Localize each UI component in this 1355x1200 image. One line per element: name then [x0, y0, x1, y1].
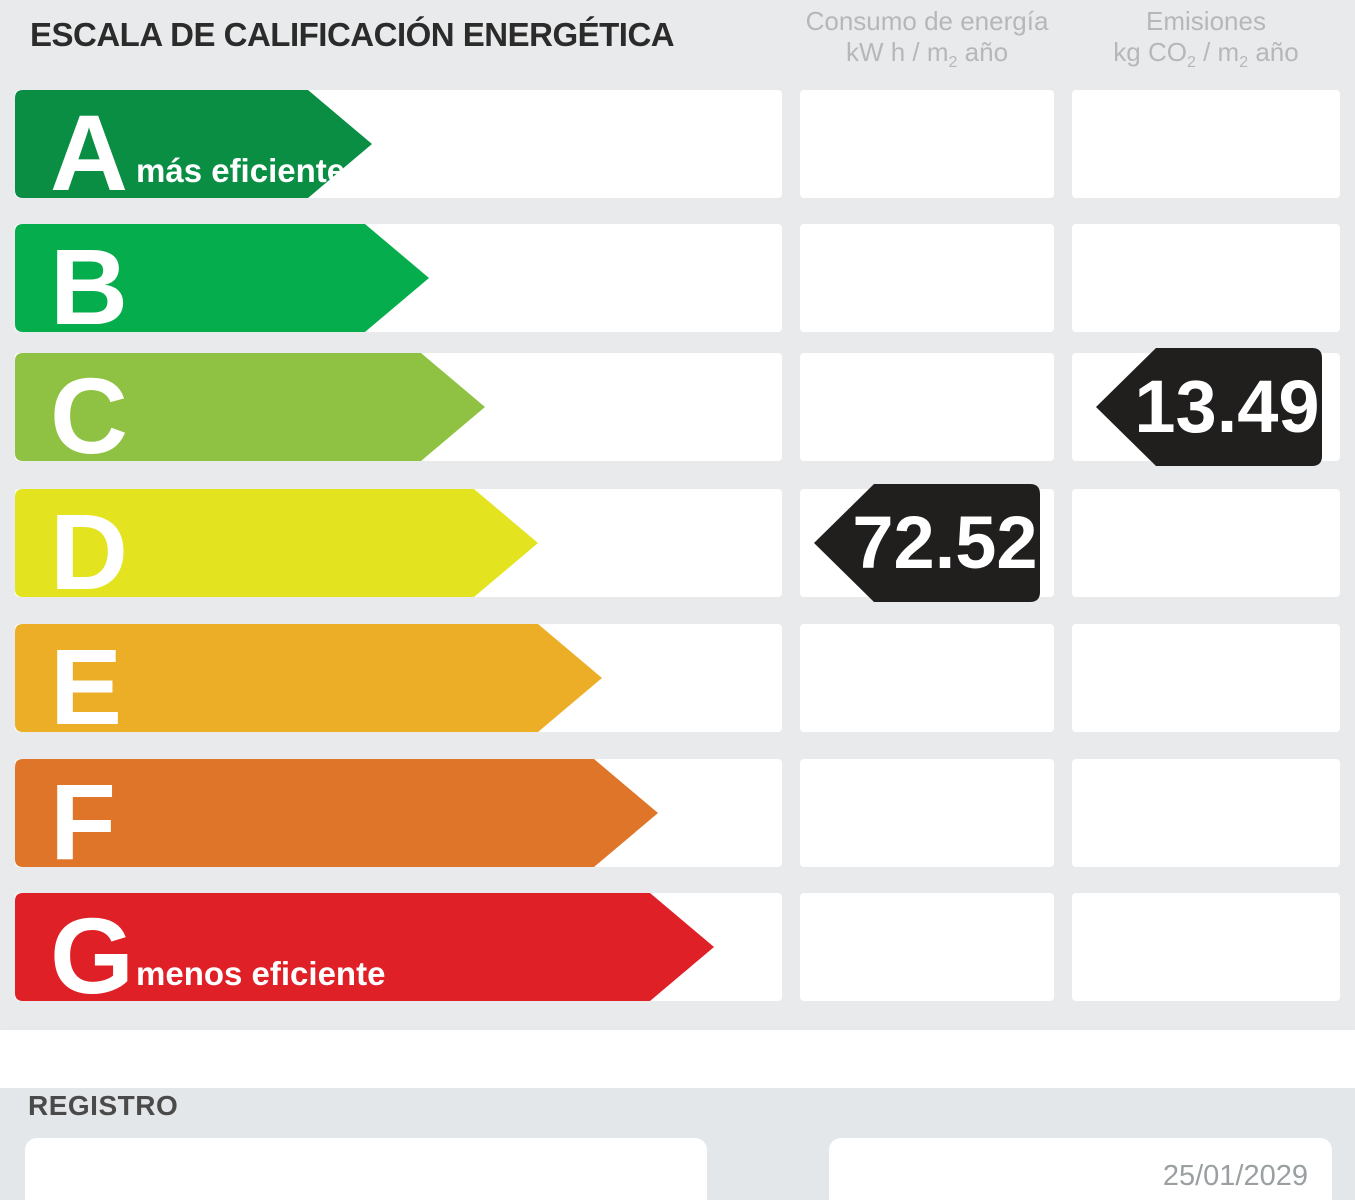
consumo-cell-G — [800, 893, 1054, 1001]
rating-letter-F: F — [50, 761, 116, 882]
emisiones-header-line1: Emisiones — [1146, 6, 1266, 36]
rating-arrow-G — [15, 893, 714, 1001]
scale-row-B: B — [0, 224, 1355, 341]
registro-date-field[interactable]: 25/01/2029 — [829, 1138, 1332, 1200]
scale-row-E: E — [0, 624, 1355, 741]
emisiones-value-marker: 13.49 — [1096, 348, 1322, 466]
rating-letter-C: C — [50, 355, 128, 476]
rating-letter-E: E — [50, 626, 123, 747]
emisiones-value: 13.49 — [1134, 365, 1320, 448]
left-arrow-tag-icon — [814, 484, 1040, 602]
consumo-cell-C — [800, 353, 1054, 461]
scale-row-D: D — [0, 489, 1355, 606]
consumo-header-line1: Consumo de energía — [805, 6, 1049, 36]
consumo-value-marker: 72.52 — [814, 484, 1040, 602]
rating-letter-A: A — [50, 92, 128, 213]
separator-band — [0, 1030, 1355, 1088]
consumo-cell-B — [800, 224, 1054, 332]
emisiones-cell-A — [1072, 90, 1340, 198]
consumo-cell-E — [800, 624, 1054, 732]
rating-letter-D: D — [50, 491, 128, 612]
rating-arrow-E — [15, 624, 602, 732]
rating-label-A: más eficiente — [136, 152, 346, 189]
page-title: ESCALA DE CALIFICACIÓN ENERGÉTICA — [30, 16, 675, 53]
consumo-value: 72.52 — [852, 501, 1038, 584]
emisiones-cell-B — [1072, 224, 1340, 332]
rating-letter-G: G — [50, 895, 135, 1016]
emisiones-cell-D — [1072, 489, 1340, 597]
registro-heading: REGISTRO — [28, 1090, 179, 1121]
column-header-emisiones: Emisiones kg CO2 / m2 año — [1062, 6, 1350, 72]
registro-section: REGISTRO 25/01/2029 — [0, 1088, 1355, 1200]
column-header-consumo: Consumo de energía kW h / m2 año — [780, 6, 1074, 72]
emisiones-header-units: kg CO2 / m2 año — [1113, 37, 1299, 72]
rating-label-G: menos eficiente — [136, 955, 386, 992]
rating-arrow-D — [15, 489, 538, 597]
rating-arrow-F — [15, 759, 658, 867]
consumo-header-units: kW h / m2 año — [845, 37, 1009, 72]
registro-date-value: 25/01/2029 — [1162, 1160, 1308, 1192]
rating-arrow-B — [15, 224, 429, 332]
consumo-cell-F — [800, 759, 1054, 867]
emisiones-cell-E — [1072, 624, 1340, 732]
left-arrow-tag-icon — [1096, 348, 1322, 466]
scale-row-C: C — [0, 353, 1355, 470]
consumo-cell-A — [800, 90, 1054, 198]
scale-row-F: F — [0, 759, 1355, 876]
rating-arrow-A — [15, 90, 372, 198]
registro-field[interactable] — [25, 1138, 707, 1200]
emisiones-cell-F — [1072, 759, 1340, 867]
emisiones-cell-G — [1072, 893, 1340, 1001]
rating-letter-B: B — [50, 226, 128, 347]
rating-arrow-C — [15, 353, 485, 461]
